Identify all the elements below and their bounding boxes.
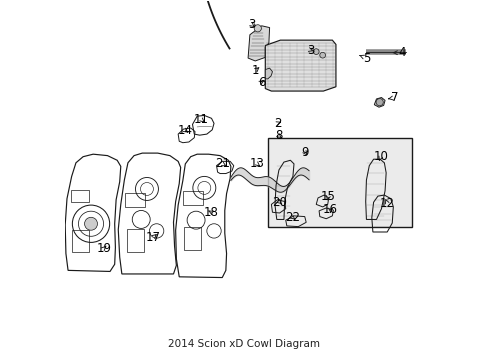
Circle shape	[254, 25, 261, 32]
Text: 7: 7	[387, 91, 398, 104]
Text: 5: 5	[359, 51, 369, 64]
Text: 22: 22	[285, 211, 300, 224]
Text: 21: 21	[214, 157, 229, 170]
Bar	[267, 138, 411, 226]
Bar	[183, 192, 202, 205]
Text: 17: 17	[145, 231, 160, 244]
Text: 20: 20	[272, 196, 286, 209]
Text: 6: 6	[258, 76, 265, 89]
Circle shape	[319, 52, 325, 58]
Text: 8: 8	[275, 129, 282, 143]
Text: 3: 3	[247, 18, 255, 31]
Text: 2: 2	[273, 117, 281, 130]
Text: 1: 1	[251, 64, 259, 77]
Text: 10: 10	[372, 150, 387, 163]
Text: 11: 11	[194, 113, 208, 126]
Circle shape	[313, 49, 319, 54]
Text: 3: 3	[306, 44, 314, 57]
Text: 16: 16	[323, 203, 337, 216]
Text: 19: 19	[96, 242, 111, 255]
Text: 14: 14	[178, 124, 192, 137]
Bar	[125, 193, 145, 207]
Text: 12: 12	[379, 197, 394, 210]
Circle shape	[375, 99, 383, 106]
Text: 9: 9	[301, 145, 308, 158]
Text: 15: 15	[320, 190, 335, 203]
Polygon shape	[373, 98, 384, 107]
Bar	[70, 190, 88, 202]
Bar	[72, 230, 88, 252]
Text: 4: 4	[392, 46, 405, 59]
Text: 2014 Scion xD Cowl Diagram: 2014 Scion xD Cowl Diagram	[168, 338, 320, 348]
Text: 13: 13	[249, 157, 264, 170]
Polygon shape	[265, 40, 335, 91]
Polygon shape	[247, 26, 269, 61]
Circle shape	[84, 217, 97, 230]
Text: 18: 18	[203, 206, 219, 219]
Polygon shape	[265, 68, 272, 79]
Bar	[184, 226, 201, 250]
Bar	[126, 229, 144, 252]
